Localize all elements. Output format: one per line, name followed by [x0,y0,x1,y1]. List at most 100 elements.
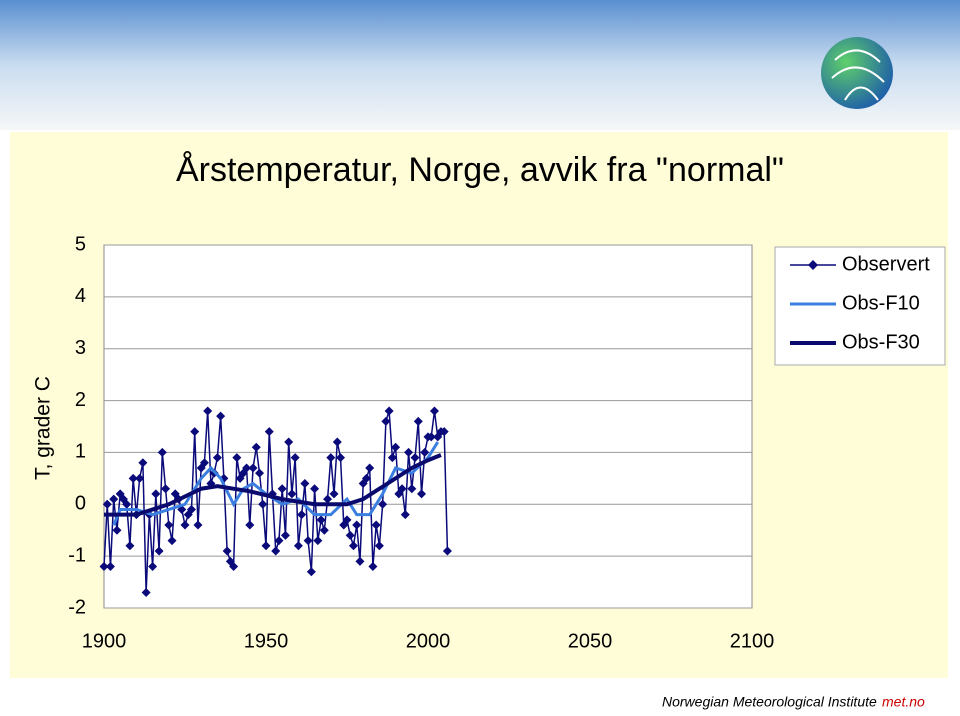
data-point [352,520,362,530]
footer-site: met.no [882,694,925,710]
data-point [303,536,313,546]
data-point [248,463,258,473]
data-point [442,546,452,556]
data-point [397,484,407,494]
data-point [342,515,352,525]
data-point [180,520,190,530]
data-point [105,562,115,572]
data-point [439,427,449,437]
legend-label: Obs-F30 [842,331,920,353]
x-tick-label: 1950 [244,630,289,652]
data-point [212,453,222,463]
data-point [264,427,274,437]
data-point [413,416,423,426]
series-line [104,453,442,517]
logo-lines [831,49,885,101]
data-point [404,447,414,457]
data-point [99,562,109,572]
legend-label: Observert [842,253,930,275]
y-tick-label: 5 [75,233,86,255]
data-point [151,489,161,499]
data-point [164,520,174,530]
data-point [332,437,342,447]
chart-title: Årstemperatur, Norge, avvik fra "normal" [176,151,784,189]
data-point [161,484,171,494]
x-tick-label: 1900 [82,630,127,652]
data-point [329,489,339,499]
data-point [378,499,388,509]
legend-label: Obs-F10 [842,292,920,314]
data-point [323,494,333,504]
logo [821,37,893,109]
plot-area [103,244,753,609]
y-tick-label: 0 [75,493,86,515]
data-point [381,416,391,426]
data-point [384,406,394,416]
data-point [109,494,119,504]
data-point [199,458,209,468]
data-point [336,453,346,463]
data-point [429,406,439,416]
data-point [242,463,252,473]
data-point [112,525,122,535]
data-point [365,463,375,473]
data-point [141,587,151,597]
data-point [300,479,310,489]
data-point [313,536,323,546]
data-point [387,453,397,463]
data-point [135,473,145,483]
data-point [157,447,167,457]
data-point [255,468,265,478]
data-point [203,406,213,416]
data-point [407,484,417,494]
y-tick-label: -2 [68,596,86,618]
data-point [261,541,271,551]
data-point [193,520,203,530]
data-point [284,437,294,447]
data-point [306,567,316,577]
data-point [361,473,371,483]
data-point [297,510,307,520]
data-point [426,432,436,442]
data-point [128,473,138,483]
data-point [348,541,358,551]
data-point [102,499,112,509]
data-point [190,427,200,437]
data-point [316,515,326,525]
x-tick-label: 2100 [730,630,775,652]
data-point [280,530,290,540]
data-point [319,525,329,535]
data-point [274,536,284,546]
data-point [271,546,281,556]
data-point [410,453,420,463]
y-axis-label: T, grader C [32,376,55,480]
data-point [417,489,427,499]
data-point [277,484,287,494]
data-point [154,546,164,556]
data-point [420,447,430,457]
data-point [310,484,320,494]
data-point [287,489,297,499]
footer-institute: Norwegian Meteorological Institute [662,694,877,710]
data-point [293,541,303,551]
data-point [216,411,226,421]
data-point [258,499,268,509]
x-tick-label: 2000 [406,630,451,652]
data-point [326,453,336,463]
x-tick-label: 2050 [568,630,613,652]
data-point [355,556,365,566]
data-point [232,453,242,463]
y-tick-label: 4 [75,285,86,307]
y-tick-label: 2 [75,389,86,411]
legend-marker [808,260,818,270]
data-point [125,541,135,551]
data-point [368,562,378,572]
data-point [245,520,255,530]
data-point [374,541,384,551]
data-point [391,442,401,452]
data-point [167,536,177,546]
data-point [290,453,300,463]
data-point [222,546,232,556]
data-point [229,562,239,572]
